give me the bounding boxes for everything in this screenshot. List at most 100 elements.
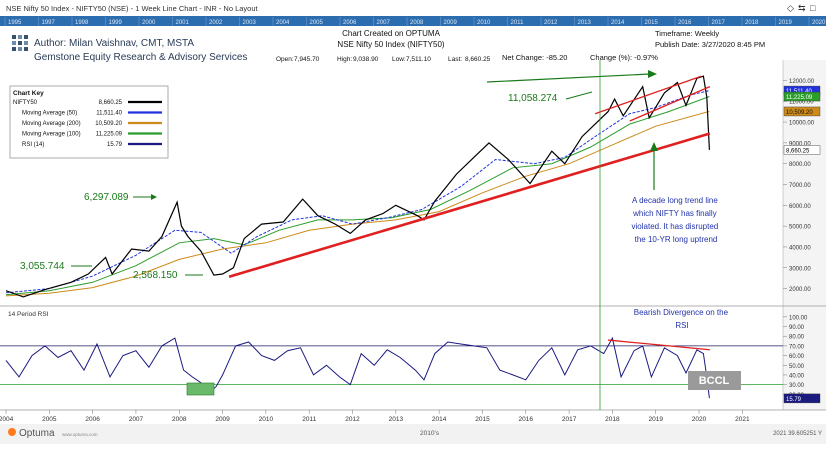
x-tick-label: 2013 (389, 416, 404, 423)
optuma-logo-icon (8, 428, 16, 436)
chart-key-item-value: 15.79 (107, 142, 123, 148)
overview-year-label: 2006 (343, 20, 357, 26)
price-series-line-0 (5, 75, 710, 298)
chart-key-item-value: 11,511.40 (96, 111, 122, 117)
rsi-y-tick-label: 100.00 (789, 315, 808, 321)
overview-year-label: 2002 (209, 20, 223, 26)
overview-year-label: 2020 (812, 20, 826, 26)
rsi-oversold-highlight (186, 382, 215, 396)
price-y-tick-label: 6000.00 (789, 204, 811, 210)
price-plot-area[interactable] (5, 75, 711, 298)
timeframe-label: Timeframe: Weekly (655, 29, 719, 38)
ohlc-last-label: Last: (448, 56, 462, 63)
price-y-axis: 12000.00 11000.00 10000.00 9000.00 8000.00 70… (783, 79, 815, 293)
overview-year-label: 2004 (276, 20, 290, 26)
overview-year-label: 2019 (779, 20, 793, 26)
price-series-line-1 (5, 90, 710, 294)
chart-key-item-name: Moving Average (200) (22, 121, 81, 127)
rsi-y-tick-label: 50.00 (789, 364, 805, 370)
overview-year-label: 2001 (176, 20, 190, 26)
swap-icon[interactable]: ⇆ (798, 3, 806, 13)
ohlc-high-value: 9,038.90 (353, 56, 379, 63)
overview-year-label: 1998 (75, 20, 89, 26)
price-y-tick-label: 12000.00 (789, 79, 815, 85)
x-tick-label: 2006 (85, 416, 100, 423)
footer-readout: 2021 39.605251 Y (773, 431, 822, 437)
rsi-y-tick-label: 60.00 (789, 354, 805, 360)
overview-year-label: 2015 (645, 20, 659, 26)
rsi-panel-title: 14 Period RSI (8, 311, 49, 318)
y-axis-panel[interactable] (783, 60, 826, 410)
x-tick-label: 2005 (42, 416, 57, 423)
x-tick-label: 2010 (259, 416, 274, 423)
x-tick-label: 2017 (562, 416, 577, 423)
price-y-tick-label: 3000.00 (789, 266, 811, 272)
rsi-series-line (5, 336, 710, 399)
price-trendline-0 (228, 132, 711, 279)
x-tick-label: 2008 (172, 416, 187, 423)
overview-year-label: 2008 (410, 20, 424, 26)
last-value-label: 10,509.20 (786, 110, 813, 116)
chart-key-title: Chart Key (13, 90, 44, 97)
last-value-box (783, 106, 821, 117)
chart-key-item-value: 11,225.09 (96, 132, 123, 138)
chart-key-item-value: 8,660.25 (99, 100, 123, 106)
chart-key[interactable]: Chart Key NIFTY50 8,660.25 Moving Average … (9, 85, 169, 159)
ohlc-readout: Open: 7,945.70 High: 9,038.90 Low: 7,511… (276, 56, 491, 63)
ohlc-open-label: Open: (276, 56, 294, 63)
rsi-y-tick-label: 40.00 (789, 373, 805, 379)
change-pct-label: Change (%): -0.97% (590, 53, 658, 62)
price-series-line-2 (5, 96, 710, 296)
window-title: NSE Nifty 50 Index - NIFTY50 (NSE) - 1 W… (6, 4, 259, 13)
overview-year-label: 2005 (310, 20, 324, 26)
x-tick-label: 2004 (0, 416, 14, 423)
x-tick-label: 2015 (475, 416, 490, 423)
watermark-text: BCCL (699, 375, 730, 387)
overview-year-label: 2014 (611, 20, 625, 26)
overview-year-label: 2013 (578, 20, 592, 26)
overview-year-label: 2009 (444, 20, 458, 26)
ohlc-low-label: Low: (392, 56, 406, 63)
chart-created-label: Chart Created on OPTUMA (342, 29, 440, 38)
maximize-icon[interactable]: □ (810, 3, 816, 13)
overview-year-label: 2011 (511, 20, 525, 26)
rsi-divergence-line (608, 339, 710, 351)
rsi-last-value-label: 15.79 (786, 397, 802, 403)
price-series-line-3 (5, 110, 710, 297)
x-tick-label: 2012 (345, 416, 360, 423)
x-tick-label: 2018 (605, 416, 620, 423)
footer-brand: Optuma (19, 428, 55, 439)
overview-year-label: 2012 (544, 20, 558, 26)
rsi-plot-area[interactable] (0, 336, 783, 399)
x-tick-label: 2016 (519, 416, 534, 423)
x-tick-label: 2011 (302, 416, 316, 423)
chart-key-item-name: RSI (14) (22, 142, 44, 148)
overview-year-label: 2010 (477, 20, 491, 26)
chart-key-item-value: 10,509.20 (95, 121, 122, 127)
overview-year-label: 2016 (678, 20, 692, 26)
price-y-tick-label: 2000.00 (789, 287, 811, 293)
footer-decade-label: 2010's (420, 430, 440, 437)
pin-icon[interactable]: ◇ (787, 3, 794, 13)
chart-key-item-name: Moving Average (100) (22, 132, 81, 138)
overview-strip[interactable] (0, 16, 826, 26)
overview-year-label: 2003 (243, 20, 257, 26)
last-value-label: 8,660.25 (786, 148, 810, 154)
price-y-tick-label: 7000.00 (789, 183, 811, 189)
annotation-peak-2018: 11,058.274 (508, 93, 558, 104)
last-value-box (783, 91, 821, 102)
rsi-y-tick-label: 30.00 (789, 383, 805, 389)
price-annotations: 6,297.089 3,055.744 2,568.150 11,058.274… (20, 60, 718, 410)
x-tick-label: 2014 (432, 416, 447, 423)
overview-year-label: 2018 (745, 20, 759, 26)
overview-year-label: 2007 (377, 20, 391, 26)
rsi-last-value-box (783, 393, 821, 404)
price-y-tick-label: 4000.00 (789, 245, 811, 251)
overview-year-label: 1999 (109, 20, 123, 26)
x-tick-label: 2009 (215, 416, 230, 423)
price-y-tick-label: 10000.00 (789, 121, 815, 127)
divergence-note: Bearish Divergence on the RSI (634, 308, 731, 330)
